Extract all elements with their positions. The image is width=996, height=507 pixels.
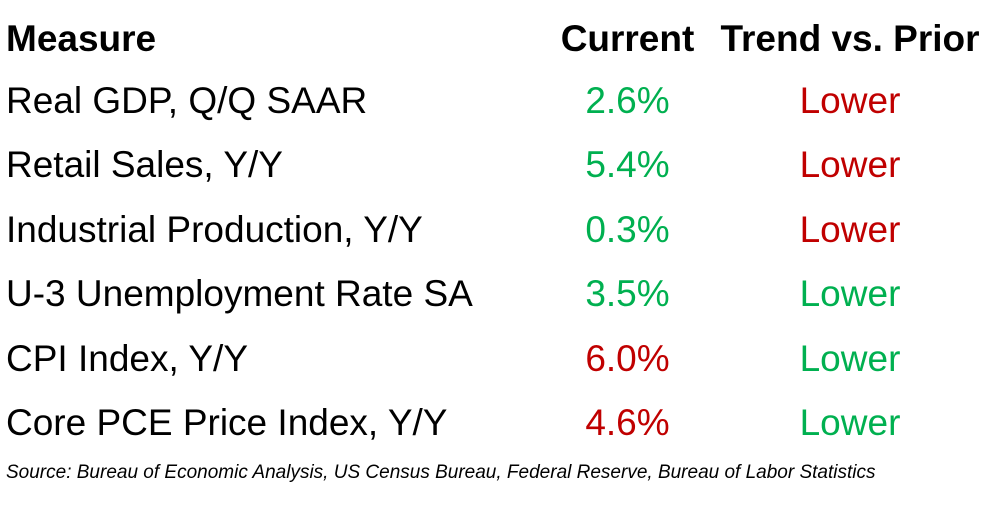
trend-value: Lower [799,208,901,250]
measure-label: CPI Index, Y/Y [6,337,248,379]
measure-label: Industrial Production, Y/Y [6,208,423,250]
table-row: Core PCE Price Index, Y/Y 4.6% Lower [0,391,996,456]
trend-value: Lower [799,273,901,315]
source-note: Source: Bureau of Economic Analysis, US … [6,462,876,483]
economic-indicators-table: Measure Current Trend vs. Prior Real GDP… [0,8,996,484]
table-row: Real GDP, Q/Q SAAR 2.6% Lower [0,68,996,133]
current-value: 0.3% [585,208,670,250]
table-header-row: Measure Current Trend vs. Prior [0,8,996,68]
measure-label: Real GDP, Q/Q SAAR [6,79,368,121]
trend-value: Lower [799,144,901,186]
current-value: 5.4% [585,144,670,186]
measure-label: Core PCE Price Index, Y/Y [6,402,448,444]
table-row: Industrial Production, Y/Y 0.3% Lower [0,197,996,262]
table-row: Retail Sales, Y/Y 5.4% Lower [0,133,996,198]
current-value: 3.5% [585,273,670,315]
measure-label: Retail Sales, Y/Y [6,144,283,186]
trend-value: Lower [799,337,901,379]
current-value: 4.6% [585,402,670,444]
column-header-trend-vs-prior: Trend vs. Prior [720,17,980,59]
current-value: 2.6% [585,79,670,121]
table-row: U-3 Unemployment Rate SA 3.5% Lower [0,262,996,327]
trend-value: Lower [799,79,901,121]
table-row: CPI Index, Y/Y 6.0% Lower [0,326,996,391]
current-value: 6.0% [585,337,670,379]
trend-value: Lower [799,402,901,444]
measure-label: U-3 Unemployment Rate SA [6,273,473,315]
column-header-current: Current [560,17,695,59]
column-header-measure: Measure [6,17,157,59]
